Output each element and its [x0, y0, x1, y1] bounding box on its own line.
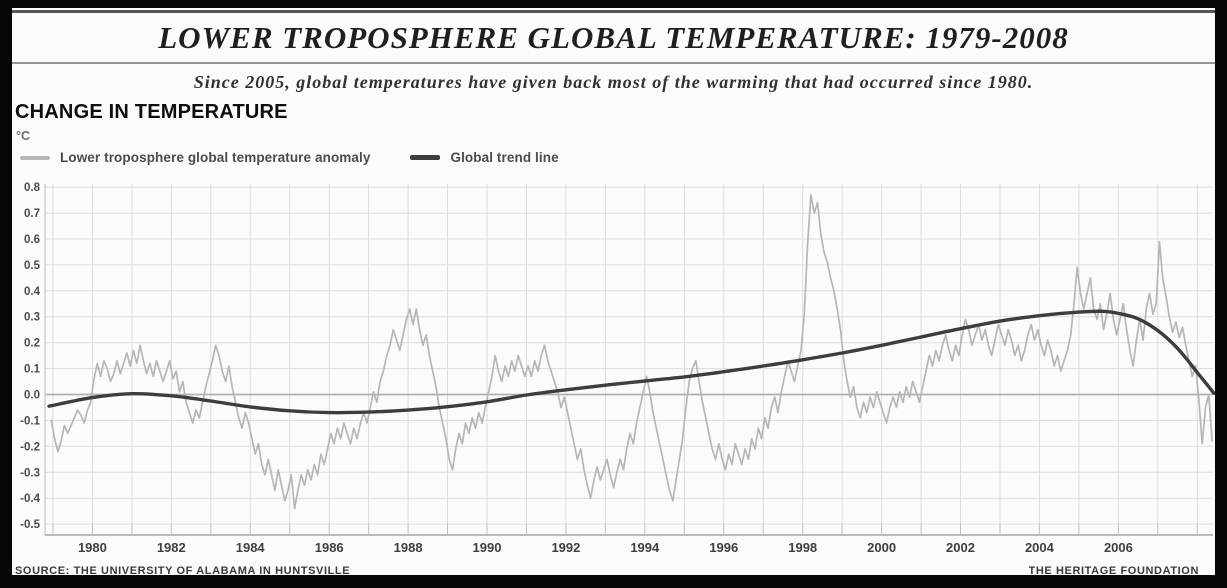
chart-panel: LOWER TROPOSPHERE GLOBAL TEMPERATURE: 19… [12, 8, 1215, 575]
x-axis [45, 523, 1213, 536]
y-tick-label: -0.5 [20, 519, 40, 531]
y-tick-label: 0.3 [24, 312, 40, 324]
y-tick-label: -0.3 [20, 467, 40, 479]
y-tick-label: 0.8 [24, 182, 41, 194]
legend-item-trend: Global trend line [410, 150, 559, 165]
x-tick-label: 1982 [157, 540, 186, 555]
x-tick-label: 1992 [551, 540, 580, 555]
top-rule [12, 10, 1215, 13]
x-tick-label: 1994 [630, 540, 660, 555]
x-tick-label: 1996 [709, 540, 738, 555]
anomaly-line-swatch-icon [20, 155, 50, 160]
legend-label-trend: Global trend line [450, 150, 559, 165]
legend-item-anomaly: Lower troposphere global temperature ano… [20, 150, 370, 165]
y-tick-label: 0.7 [24, 208, 40, 220]
y-tick-label: 0.2 [24, 338, 40, 350]
source-credit: SOURCE: THE UNIVERSITY OF ALABAMA IN HUN… [15, 565, 351, 575]
y-tick-label: -0.2 [20, 441, 40, 453]
y-tick-label: -0.4 [20, 493, 40, 505]
y-tick-label: 0.5 [24, 260, 41, 272]
x-tick-label: 1984 [236, 540, 266, 555]
trend-line-swatch-icon [410, 155, 441, 160]
legend: Lower troposphere global temperature ano… [20, 150, 559, 165]
x-tick-label: 2002 [946, 540, 975, 555]
x-tick-label: 1990 [473, 540, 502, 555]
x-axis-labels: 1980 1982 1984 1986 1988 1990 1992 1994 1996 1998… [78, 540, 1133, 555]
x-tick-label: 2000 [867, 540, 896, 555]
grid-horizontal [45, 186, 1213, 525]
y-tick-label: 0.0 [24, 390, 40, 402]
y-tick-label: 0.4 [24, 286, 41, 298]
title-divider [12, 62, 1215, 64]
y-tick-label: 0.6 [24, 234, 40, 246]
y-tick-label: -0.1 [20, 415, 40, 427]
publisher-credit: THE HERITAGE FOUNDATION [1028, 565, 1199, 575]
x-tick-label: 2004 [1025, 540, 1055, 555]
page-title: LOWER TROPOSPHERE GLOBAL TEMPERATURE: 19… [158, 20, 1069, 55]
y-axis-labels: 0.8 0.7 0.6 0.5 0.4 0.3 0.2 0.1 0.0 -0.1 -0.2 -0.3 -… [20, 182, 40, 531]
y-tick-label: 0.1 [24, 364, 41, 376]
chart-subtitle: Since 2005, global temperatures have giv… [193, 72, 1034, 92]
legend-label-anomaly: Lower troposphere global temperature ano… [60, 150, 371, 165]
x-tick-label: 1986 [315, 540, 344, 555]
anomaly-line [50, 194, 1213, 510]
temperature-chart: 0.8 0.7 0.6 0.5 0.4 0.3 0.2 0.1 0.0 -0.1 -0.2 -0.3 -… [20, 182, 1215, 555]
y-axis-unit-label: °C [16, 129, 31, 143]
grid-vertical [52, 184, 1198, 525]
chart-heading: CHANGE IN TEMPERATURE [15, 101, 288, 123]
x-tick-label: 2006 [1104, 540, 1133, 555]
x-tick-label: 1988 [394, 540, 423, 555]
x-tick-label: 1998 [788, 540, 817, 555]
trend-line [47, 309, 1215, 415]
x-tick-label: 1980 [78, 540, 107, 555]
